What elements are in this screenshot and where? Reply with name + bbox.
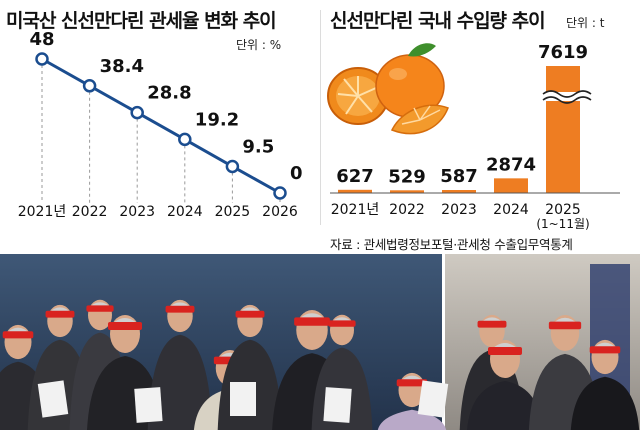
tariff-series-line [41,57,281,195]
paper-sheet [37,380,69,418]
imports-tick-note: (1~11월) [536,217,589,231]
red-headband [589,346,621,354]
red-headband [548,321,582,330]
axis-break-mark [542,90,592,98]
paper-sheet [230,382,256,416]
tariff-tick-label: 2025 [215,204,251,220]
tariff-tick-label: 2023 [119,204,155,220]
red-headband [328,320,356,327]
press-conference-photo [0,254,640,430]
imports-data-label: 587 [440,166,478,187]
imports-bar [546,66,580,193]
red-headband [2,331,34,339]
tariff-point [273,186,287,200]
red-headband [235,310,265,318]
tariff-chart-title: 미국산 신선만다린 관세율 변화 추이 [6,10,277,32]
red-headband [165,305,195,313]
red-headband [477,320,507,328]
red-headband [396,379,428,387]
tariff-point [35,52,49,66]
source-note: 자료 : 관세법령정보포털·관세청 수출입무역통계 [330,237,573,252]
imports-tick-label: 2025 [545,202,581,218]
imports-unit-label: 단위 : t [566,16,605,30]
tariff-tick-label: 2026 [262,204,298,220]
imports-bar [442,190,476,193]
imports-bar [494,178,528,193]
imports-data-label: 627 [336,166,374,187]
tariff-tick-label: 2024 [167,204,203,220]
imports-tick-label: 2023 [441,202,477,218]
paper-sheet [417,380,449,418]
person-body [467,381,543,430]
red-headband [45,310,75,318]
tariff-tick-label: 2022 [72,204,108,220]
tariff-point [178,132,192,147]
imports-data-label: 7619 [538,42,588,63]
imports-tick-label: 2024 [493,202,529,218]
tariff-data-label: 19.2 [195,109,239,130]
tariff-data-label: 48 [29,29,54,50]
imports-data-label: 2874 [486,154,536,175]
paper-sheet [323,387,352,423]
imports-tick-label: 2022 [389,202,425,218]
tariff-data-label: 28.8 [147,83,191,104]
axis-break-mark [542,96,592,104]
charts-canvas: 48 2021년 38.4 2022 28.8 2023 19.2 2024 9.5 2025 0 2… [18,29,620,231]
red-headband [488,347,522,355]
tariff-point [82,79,97,93]
tariff-data-label: 0 [290,163,303,184]
imports-bar [390,190,424,193]
red-headband [108,322,142,330]
person-body [147,334,213,430]
panel-divider [320,10,321,225]
imports-chart-title: 신선만다린 국내 수입량 추이 [330,10,546,32]
person-body [570,376,640,430]
tariff-point [130,105,144,120]
imports-bar-chart: 627 2021년 529 2022 587 2023 2874 2024 7619 2025(1… [330,42,620,231]
tariff-point [225,159,240,174]
imports-bar [338,189,372,193]
tariff-line-chart: 48 2021년 38.4 2022 28.8 2023 19.2 2024 9.5 2025 0 2… [18,29,303,220]
red-headband [86,305,114,312]
tariff-data-label: 9.5 [242,136,274,157]
paper-sheet [134,387,163,423]
tariff-data-label: 38.4 [100,56,144,77]
mandarin-leaf [408,43,436,57]
imports-data-label: 529 [388,166,426,187]
photo-illustration [0,254,640,430]
red-headband [294,317,330,326]
tariff-unit-label: 단위 : % [236,38,282,52]
mandarin-illustration [327,43,449,135]
tariff-tick-label: 2021년 [18,204,67,220]
imports-tick-label: 2021년 [331,202,380,218]
